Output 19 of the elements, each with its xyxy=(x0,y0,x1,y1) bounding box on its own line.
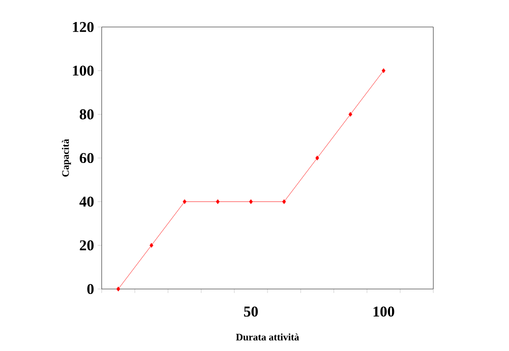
point xyxy=(315,156,320,160)
point xyxy=(116,286,120,292)
y-tick-label: 20 xyxy=(80,240,94,250)
y-axis-title: Capacità xyxy=(62,139,71,177)
y-tick-label: 60 xyxy=(80,152,94,164)
y-tick-label: 120 xyxy=(72,22,94,32)
point xyxy=(249,199,253,204)
y-tick-label: 40 xyxy=(79,196,94,207)
point xyxy=(282,199,286,204)
point xyxy=(150,242,154,248)
y-tick-label: 0 xyxy=(87,284,94,294)
x-axis-title: Durata attività xyxy=(236,333,300,340)
y-tick-label: 100 xyxy=(72,66,94,76)
y-tick-label: 80 xyxy=(80,109,94,120)
x-tick-label: 50 xyxy=(244,306,258,317)
point xyxy=(216,199,220,204)
point xyxy=(382,68,386,74)
point xyxy=(348,112,352,117)
point xyxy=(182,199,186,204)
